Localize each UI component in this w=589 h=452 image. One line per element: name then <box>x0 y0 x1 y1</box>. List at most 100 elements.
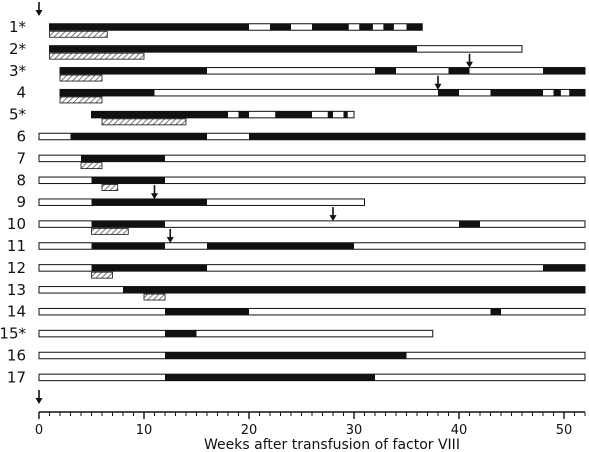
dark-segment <box>383 23 394 31</box>
patient-row: 5* <box>9 106 355 126</box>
row-label: 14 <box>7 303 26 321</box>
dark-segment <box>91 264 207 272</box>
dark-segment <box>165 308 249 315</box>
patient-row: 15* <box>0 325 434 343</box>
dark-segment <box>91 220 165 228</box>
zero-markers <box>35 2 43 404</box>
hatched-bar <box>49 30 108 38</box>
dark-segment <box>49 45 417 53</box>
dark-segment <box>553 89 561 96</box>
row-label: 17 <box>7 368 26 386</box>
down-arrow-icon <box>166 229 174 243</box>
row-label: 12 <box>7 259 26 277</box>
x-axis: 0 10 20 30 40 50 Weeks after transfusion of f… <box>35 411 586 452</box>
patient-row: 10 <box>7 207 586 235</box>
dark-segment <box>91 242 165 250</box>
patient-row: 7 <box>16 149 586 170</box>
x-axis-title: Weeks after transfusion of factor VIII <box>204 437 460 452</box>
dark-segment <box>238 111 249 118</box>
dark-segment <box>91 177 165 184</box>
row-label: 8 <box>16 171 26 189</box>
down-arrow-icon <box>35 390 43 404</box>
hatched-bar <box>101 118 187 126</box>
patient-row: 4 <box>16 75 586 104</box>
dark-segment <box>123 286 585 294</box>
dark-segment <box>60 67 207 75</box>
patient-row: 9 <box>16 185 365 211</box>
dark-segment <box>438 89 459 96</box>
row-label: 10 <box>7 215 26 233</box>
dark-segment <box>165 352 407 359</box>
row-label: 7 <box>16 149 26 167</box>
period-bar <box>38 220 586 228</box>
dark-segment <box>165 374 375 381</box>
dark-segment <box>249 133 585 140</box>
dark-segment <box>448 67 470 75</box>
patient-row: 13 <box>7 281 586 301</box>
patient-rows: 1* 2* 3* 4 5* 6 7 8 9 10 11 12 13 14 15* 16 17 <box>0 18 586 386</box>
row-label: 4 <box>16 84 26 102</box>
patient-row: 1* <box>9 18 423 38</box>
row-label: 1* <box>9 18 27 36</box>
hatched-bar <box>91 227 129 235</box>
dark-segment <box>91 111 228 118</box>
dark-segment <box>459 220 480 228</box>
patient-row: 14 <box>7 303 586 321</box>
dark-segment <box>327 111 333 118</box>
row-label: 16 <box>7 347 26 365</box>
hatched-bar <box>59 74 103 82</box>
patient-row: 3* <box>9 53 586 82</box>
dark-segment <box>270 23 291 31</box>
x-tick-label: 20 <box>241 423 258 438</box>
row-label: 15* <box>0 325 26 343</box>
dark-segment <box>359 23 373 31</box>
dark-segment <box>70 133 207 140</box>
row-label: 13 <box>7 281 26 299</box>
dark-segment <box>375 67 396 75</box>
down-arrow-icon <box>329 207 337 222</box>
row-label: 11 <box>7 237 26 255</box>
dark-segment <box>543 264 585 272</box>
dark-segment <box>207 242 354 250</box>
patient-row: 16 <box>7 347 586 365</box>
hatched-bar <box>49 52 145 60</box>
dark-segment <box>490 308 501 315</box>
dark-segment <box>543 67 585 75</box>
period-bar <box>38 154 586 163</box>
x-tick-label: 40 <box>451 423 468 438</box>
down-arrow-icon <box>434 75 442 90</box>
period-bar <box>38 329 434 338</box>
dark-segment <box>343 111 348 118</box>
dark-segment <box>81 155 165 162</box>
patient-row: 6 <box>16 128 586 146</box>
row-label: 5* <box>9 106 27 124</box>
period-bar <box>38 176 586 185</box>
row-label: 3* <box>9 62 27 80</box>
dark-segment <box>569 89 585 96</box>
dark-segment <box>406 23 423 31</box>
dark-segment <box>165 330 197 337</box>
down-arrow-icon <box>35 2 43 16</box>
dark-segment <box>91 198 207 206</box>
row-label: 9 <box>16 193 26 211</box>
hatched-bar <box>91 271 113 279</box>
hatched-bar <box>143 293 166 301</box>
down-arrow-icon <box>466 53 473 68</box>
dark-segment <box>312 23 349 31</box>
x-tick-label: 0 <box>35 423 43 438</box>
patient-row: 11 <box>7 229 586 255</box>
dark-segment <box>490 89 543 96</box>
x-tick-label: 50 <box>556 423 573 438</box>
hatched-bar <box>80 162 103 170</box>
patient-row: 2* <box>9 40 523 60</box>
row-label: 6 <box>16 128 26 146</box>
x-axis-ticks: 0 10 20 30 40 50 <box>35 412 586 438</box>
patient-row: 12 <box>7 259 586 279</box>
hatched-bar <box>101 184 119 191</box>
dark-segment <box>49 23 249 31</box>
dark-segment <box>60 89 155 96</box>
hatched-bar <box>59 96 103 104</box>
period-bar <box>38 307 586 316</box>
patient-row: 8 <box>16 171 586 191</box>
